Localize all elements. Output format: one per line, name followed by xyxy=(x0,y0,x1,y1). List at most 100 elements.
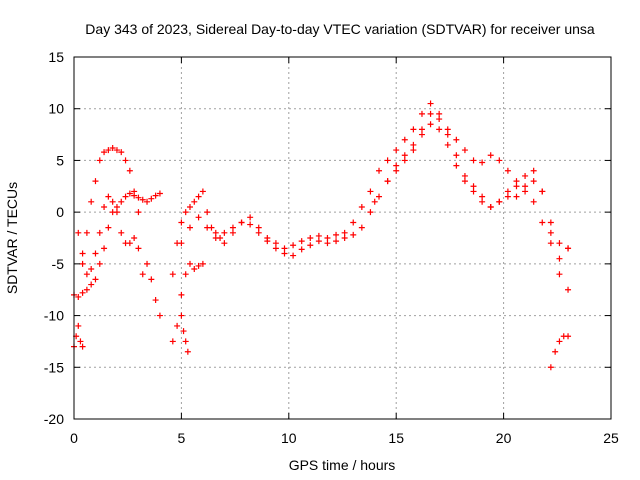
series-trace-i xyxy=(169,260,206,345)
data-point xyxy=(195,214,202,221)
data-point xyxy=(513,193,520,200)
data-point xyxy=(453,152,460,159)
data-point xyxy=(92,276,99,283)
data-point xyxy=(184,348,191,355)
data-point xyxy=(281,245,288,252)
data-point xyxy=(272,245,279,252)
chart-title: Day 343 of 2023, Sidereal Day-to-day VTE… xyxy=(85,21,595,37)
data-point xyxy=(195,193,202,200)
data-point xyxy=(169,271,176,278)
data-point xyxy=(96,260,103,267)
data-point xyxy=(169,338,176,345)
data-point xyxy=(83,271,90,278)
data-point xyxy=(186,224,193,231)
data-point xyxy=(186,260,193,267)
data-point xyxy=(350,231,357,238)
data-point xyxy=(513,178,520,185)
data-point xyxy=(479,193,486,200)
y-tick-label: 5 xyxy=(56,152,64,168)
data-point xyxy=(139,271,146,278)
data-point xyxy=(384,178,391,185)
data-point xyxy=(298,246,305,253)
data-point xyxy=(113,147,120,154)
data-point xyxy=(79,260,86,267)
data-point xyxy=(126,167,133,174)
data-point xyxy=(204,224,211,231)
data-point xyxy=(565,245,572,252)
series-trace-a xyxy=(71,190,163,300)
data-point xyxy=(118,229,125,236)
data-point xyxy=(247,221,254,228)
data-point xyxy=(144,198,151,205)
data-point xyxy=(470,183,477,190)
data-point xyxy=(118,198,125,205)
data-point xyxy=(75,293,82,300)
data-point xyxy=(436,126,443,133)
y-tick-label: -20 xyxy=(44,411,64,427)
data-point xyxy=(401,157,408,164)
y-axis-label: SDTVAR / TECUs xyxy=(4,182,20,294)
data-point xyxy=(522,183,529,190)
data-point xyxy=(453,162,460,169)
y-tick-label: -5 xyxy=(52,256,65,272)
data-point xyxy=(547,219,554,226)
data-point xyxy=(79,289,86,296)
data-point xyxy=(333,238,340,245)
series-trace-k xyxy=(547,333,572,371)
data-point xyxy=(195,262,202,269)
y-tick-label: 0 xyxy=(56,204,64,220)
data-point xyxy=(496,157,503,164)
data-point xyxy=(358,203,365,210)
data-point xyxy=(290,242,297,249)
data-point xyxy=(453,136,460,143)
data-point xyxy=(393,147,400,154)
data-point xyxy=(513,183,520,190)
data-point xyxy=(281,250,288,257)
data-point xyxy=(135,194,142,201)
data-point xyxy=(122,193,129,200)
data-point xyxy=(367,188,374,195)
data-point xyxy=(182,271,189,278)
data-point xyxy=(530,178,537,185)
data-point xyxy=(371,198,378,205)
data-point xyxy=(470,188,477,195)
data-point xyxy=(307,242,314,249)
data-point xyxy=(556,338,563,345)
data-point xyxy=(324,235,331,241)
data-point xyxy=(565,286,572,293)
data-point xyxy=(118,149,125,156)
data-point xyxy=(247,214,254,221)
data-point xyxy=(504,188,511,195)
data-points xyxy=(71,100,572,371)
data-point xyxy=(487,203,494,210)
data-point xyxy=(547,240,554,247)
series-trace-g xyxy=(178,121,572,259)
data-point xyxy=(105,193,112,200)
data-point xyxy=(547,364,554,371)
data-point xyxy=(436,110,443,117)
data-point xyxy=(290,252,297,259)
data-point xyxy=(152,192,159,199)
data-point xyxy=(410,141,417,148)
data-point xyxy=(75,322,82,329)
data-point xyxy=(238,219,245,226)
data-point xyxy=(113,209,120,216)
data-point xyxy=(135,209,142,216)
data-point xyxy=(83,229,90,236)
x-tick-label: 25 xyxy=(603,430,619,446)
data-point xyxy=(174,322,181,329)
data-point xyxy=(186,203,193,210)
data-point xyxy=(144,260,151,267)
data-point xyxy=(341,235,348,241)
data-point xyxy=(109,145,116,152)
data-point xyxy=(376,193,383,200)
data-point xyxy=(461,172,468,179)
x-tick-label: 0 xyxy=(70,430,78,446)
data-point xyxy=(182,338,189,345)
data-point xyxy=(148,276,155,283)
data-point xyxy=(126,240,133,247)
data-point xyxy=(88,198,95,205)
data-point xyxy=(148,195,155,202)
data-point xyxy=(101,245,108,252)
